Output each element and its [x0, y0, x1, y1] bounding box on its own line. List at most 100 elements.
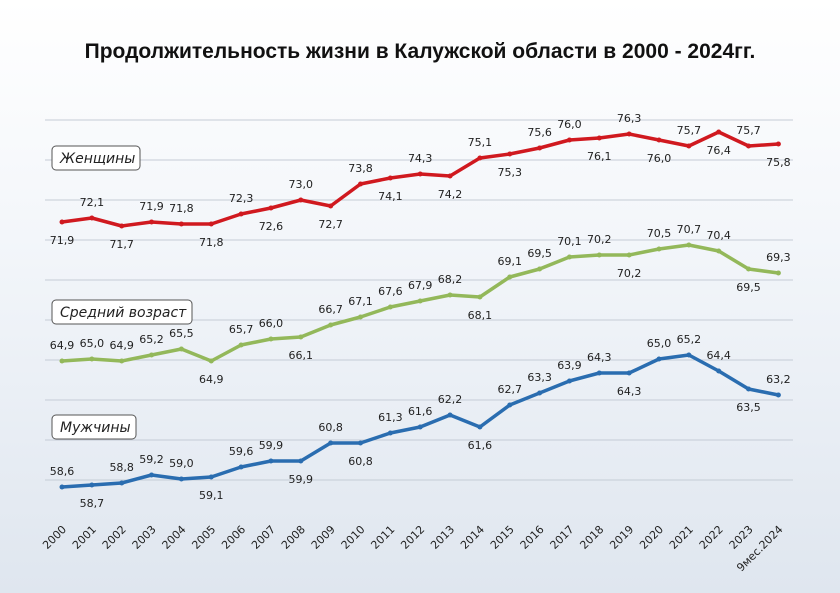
data-point	[328, 322, 334, 328]
data-point	[596, 370, 602, 376]
data-label: 69,1	[498, 255, 523, 268]
data-label: 61,6	[468, 439, 493, 452]
data-point	[596, 135, 602, 141]
data-point	[298, 458, 304, 464]
x-tick-label: 2022	[697, 523, 726, 552]
data-label: 63,9	[557, 359, 582, 372]
data-label: 70,1	[557, 235, 582, 248]
data-label: 59,6	[229, 445, 254, 458]
data-point	[59, 219, 65, 225]
data-label: 63,3	[527, 371, 552, 384]
data-label: 75,1	[468, 136, 493, 149]
data-label: 67,9	[408, 279, 433, 292]
data-label: 76,1	[587, 150, 612, 163]
data-label: 60,8	[318, 421, 343, 434]
data-label: 64,9	[50, 339, 75, 352]
data-label: 71,7	[109, 238, 134, 251]
data-label: 59,1	[199, 489, 224, 502]
data-point	[208, 474, 214, 480]
x-tick-label: 2014	[458, 523, 487, 552]
x-tick-label: 2009	[309, 523, 338, 552]
data-label: 70,2	[617, 267, 642, 280]
x-tick-label: 2017	[548, 523, 577, 552]
data-label: 70,7	[677, 223, 702, 236]
data-label: 68,1	[468, 309, 493, 322]
data-point	[387, 430, 393, 436]
x-tick-label: 2016	[518, 523, 547, 552]
data-point	[178, 221, 184, 227]
data-label: 58,7	[80, 497, 105, 510]
series-name-box	[51, 299, 193, 325]
data-label: 64,3	[617, 385, 642, 398]
data-label: 63,5	[736, 401, 761, 414]
data-point	[626, 252, 632, 258]
x-tick-label: 2011	[368, 523, 397, 552]
data-label: 69,5	[736, 281, 761, 294]
data-point	[686, 242, 692, 248]
data-point	[477, 424, 483, 430]
data-label: 70,2	[587, 233, 612, 246]
data-point	[686, 143, 692, 149]
data-label: 62,2	[438, 393, 463, 406]
x-tick-label: 2018	[577, 523, 606, 552]
data-point	[537, 266, 543, 272]
data-label: 66,0	[259, 317, 284, 330]
data-point	[656, 137, 662, 143]
data-point	[746, 143, 752, 149]
data-point	[716, 129, 722, 135]
x-tick-label: 2019	[607, 523, 636, 552]
series-name-label: Мужчины	[60, 420, 131, 436]
x-tick-label: 2006	[219, 523, 248, 552]
data-label: 65,2	[677, 333, 702, 346]
x-tick-label: 2020	[637, 523, 666, 552]
data-point	[477, 294, 483, 300]
data-label: 70,4	[706, 229, 731, 242]
data-point	[268, 458, 274, 464]
data-label: 65,2	[139, 333, 164, 346]
data-point	[59, 358, 65, 364]
data-label: 58,6	[50, 465, 75, 478]
x-tick-label: 2004	[160, 523, 189, 552]
data-point	[238, 342, 244, 348]
data-point	[298, 334, 304, 340]
data-point	[477, 155, 483, 161]
data-label: 69,5	[527, 247, 552, 260]
data-label: 71,8	[169, 202, 194, 215]
data-point	[178, 346, 184, 352]
data-label: 59,0	[169, 457, 194, 470]
data-label: 64,4	[706, 349, 731, 362]
data-point	[178, 476, 184, 482]
data-label: 71,9	[50, 234, 75, 247]
data-label: 64,3	[587, 351, 612, 364]
data-point	[268, 336, 274, 342]
data-label: 64,9	[199, 373, 224, 386]
data-label: 70,5	[647, 227, 672, 240]
data-label: 60,8	[348, 455, 373, 468]
data-point	[238, 211, 244, 217]
data-point	[417, 171, 423, 177]
x-tick-label: 2005	[189, 523, 218, 552]
data-point	[447, 173, 453, 179]
data-point	[387, 304, 393, 310]
data-point	[507, 274, 513, 280]
series-name-label: Женщины	[59, 151, 135, 167]
data-label: 65,0	[80, 337, 105, 350]
data-point	[149, 472, 155, 478]
data-point	[238, 464, 244, 470]
data-point	[208, 358, 214, 364]
data-label: 73,0	[289, 178, 314, 191]
data-label: 76,0	[647, 152, 672, 165]
data-point	[566, 254, 572, 260]
data-point	[537, 390, 543, 396]
data-point	[686, 352, 692, 358]
data-point	[119, 358, 125, 364]
data-point	[119, 480, 125, 486]
data-label: 66,7	[318, 303, 343, 316]
data-point	[298, 197, 304, 203]
x-tick-label: 2010	[339, 523, 368, 552]
data-point	[507, 151, 513, 157]
data-label: 71,9	[139, 200, 164, 213]
data-point	[775, 270, 781, 276]
data-point	[656, 356, 662, 362]
